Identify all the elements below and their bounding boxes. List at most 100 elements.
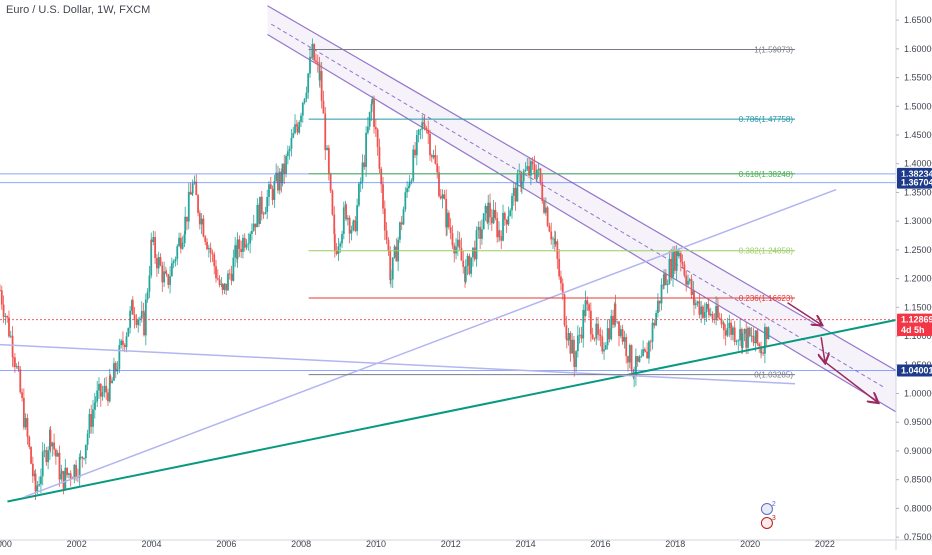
candle-body <box>142 311 145 313</box>
fib-label-5: 0(1.03285) <box>754 371 793 380</box>
arrows-layer <box>787 302 878 402</box>
candle-body <box>273 180 276 200</box>
candle-body <box>415 135 418 156</box>
price-tag-3: 4d 5h <box>897 324 932 337</box>
candle-body <box>84 444 87 459</box>
candle-body <box>41 451 44 477</box>
candle-body <box>709 313 712 316</box>
candle-body <box>417 129 420 136</box>
candle-body <box>765 326 768 339</box>
candle-body <box>573 339 575 359</box>
candle-body <box>608 328 611 340</box>
candle-body <box>520 181 523 187</box>
candle-body <box>643 349 646 351</box>
candle-body <box>747 327 749 348</box>
x-tick-label: 2008 <box>291 539 311 549</box>
candle-body <box>670 258 673 278</box>
candle-body <box>619 329 622 337</box>
candle-body <box>389 251 392 280</box>
candle-body <box>737 340 740 342</box>
candle-body <box>382 184 384 209</box>
candle-body <box>514 187 517 202</box>
candle-body <box>75 464 77 477</box>
candle-body <box>335 250 338 254</box>
candle-body <box>305 92 308 99</box>
candle-body <box>571 339 574 354</box>
candle-body <box>447 212 450 228</box>
candle-body <box>436 163 439 173</box>
candle-body <box>313 43 316 61</box>
candle-body <box>743 328 746 334</box>
y-tick-label: 0.95000 <box>904 417 932 427</box>
candle-body <box>19 369 22 393</box>
candle-body <box>184 216 187 235</box>
candle-body <box>688 279 691 281</box>
candle-body <box>266 197 269 212</box>
price-tag-1: 1.36704 <box>897 176 932 189</box>
candle-body <box>385 230 388 240</box>
y-tick-label: 1.00000 <box>904 389 932 399</box>
candle-body <box>268 184 270 198</box>
candle-body <box>127 327 130 337</box>
candle-body <box>354 220 357 232</box>
candle-body <box>683 264 686 276</box>
candle-body <box>550 231 553 240</box>
candle-body <box>539 168 542 183</box>
candle-body <box>90 414 93 427</box>
x-tick-label: 2002 <box>67 539 87 549</box>
candle-body <box>584 300 587 316</box>
price-tag-bg <box>897 324 932 337</box>
candle-body <box>174 258 177 262</box>
candle-body <box>410 180 413 182</box>
candle-body <box>412 149 415 181</box>
candle-body <box>150 239 153 242</box>
candle-body <box>94 401 97 403</box>
candle-body <box>286 151 289 157</box>
candle-body <box>752 341 755 344</box>
candle-body <box>9 335 12 337</box>
candle-body <box>337 246 340 254</box>
candle-body <box>390 279 392 281</box>
candle-body <box>490 217 493 224</box>
candle-body <box>81 456 84 459</box>
candle-body <box>512 187 515 196</box>
x-tick-label: 2022 <box>815 539 835 549</box>
candle-body <box>414 149 416 156</box>
candle-body <box>114 363 117 372</box>
candle-body <box>47 450 50 463</box>
candle-body <box>708 308 710 316</box>
candle-body <box>477 226 480 231</box>
candle-body <box>548 225 551 232</box>
candle-body <box>161 265 164 283</box>
candle-body <box>380 168 383 185</box>
candle-body <box>595 323 598 339</box>
candle-body <box>446 212 448 228</box>
candle-body <box>582 309 585 339</box>
candle-body <box>373 98 375 127</box>
candle-body <box>560 276 562 284</box>
candle-body <box>408 186 410 189</box>
candle-body <box>754 330 757 344</box>
y-tick-label: 1.55000 <box>904 73 932 83</box>
candle-body <box>672 250 674 278</box>
candle-body <box>575 351 577 368</box>
x-tick-label: 2012 <box>441 539 461 549</box>
candle-body <box>429 133 431 156</box>
candle-body <box>28 436 31 448</box>
candle-body <box>685 275 688 285</box>
projection-arrow-1 <box>821 337 825 362</box>
candle-body <box>625 337 628 357</box>
candle-body <box>144 299 147 336</box>
candle-body <box>326 147 328 151</box>
candle-body <box>371 98 374 104</box>
candle-body <box>393 246 396 258</box>
candle-body <box>66 467 69 475</box>
candle-body <box>123 344 126 348</box>
candle-body <box>277 172 279 191</box>
candle-body <box>260 196 263 214</box>
candle-body <box>143 312 145 336</box>
